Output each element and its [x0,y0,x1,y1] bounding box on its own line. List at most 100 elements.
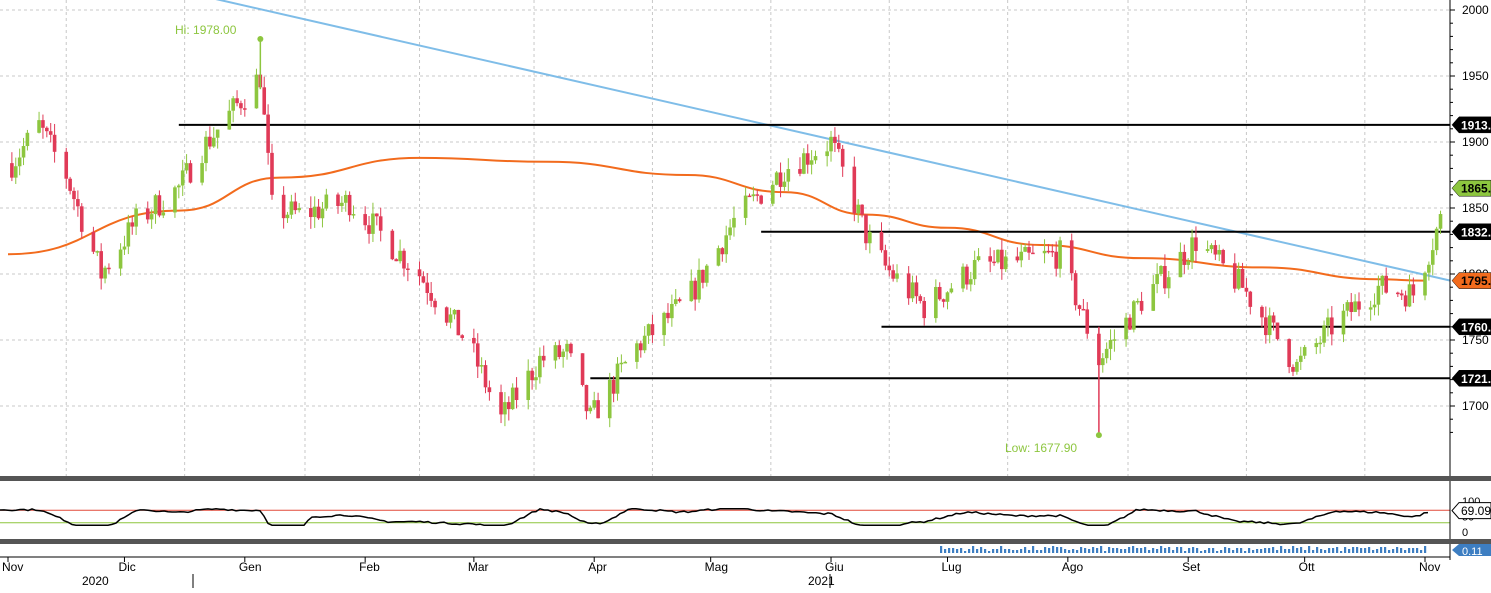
grid-lines [0,0,1450,476]
candle-body [1155,273,1159,285]
volume-bar [1288,549,1291,553]
month-label: Lug [941,560,961,574]
candle-body [895,273,899,279]
month-label: Nov [1419,560,1440,574]
moving-average-tag: 1795. [1461,274,1491,288]
volume-bar [1104,551,1107,553]
candle-body [755,194,760,196]
candle-body [510,387,515,410]
candle-body [188,163,193,183]
volume-bar [1136,548,1139,553]
candle-body [1000,249,1004,270]
candle-body [592,400,597,408]
volume-bar [1128,547,1131,553]
candle-body [553,345,558,361]
volume-bar [1284,549,1287,553]
volume-bar [1368,547,1371,553]
axis-tick-label: 1950 [1462,69,1489,83]
volume-bar [956,549,959,553]
volume-bar [1020,549,1023,553]
volume-bar [1256,549,1259,553]
candle-body [1267,315,1272,336]
candle-body [569,343,573,354]
volume-bar [1200,551,1203,553]
candle-body [1132,301,1136,330]
candle-body [809,160,814,165]
candle-body [243,108,247,110]
candle-body [751,194,756,197]
volume-bar [1028,550,1031,553]
candle-body [1221,250,1225,264]
volume-bar [1348,549,1351,553]
rsi-tag-bg [1451,502,1491,520]
volume-bar [1372,550,1375,553]
candle-body [941,299,946,302]
volume-bar [1344,547,1347,553]
volume-bar [1064,549,1067,553]
candle-body [227,110,232,130]
candle-body [1182,251,1187,265]
level-tag: 1721. [1461,372,1491,386]
candle-body [309,208,313,218]
volume-bar [1248,548,1251,553]
candle-body [343,194,348,203]
axis-tick-label: 1900 [1462,135,1489,149]
candle-body [798,169,802,174]
candle-body [906,273,911,299]
volume-bar [1360,548,1363,553]
candle-body [378,216,383,231]
volume-bar [940,546,943,553]
candle-body [611,379,616,394]
candle-body [864,214,868,244]
candle-body [433,300,437,308]
candle-body [607,379,612,419]
candle-body [1438,214,1443,229]
candle-body [122,246,127,250]
volume-bar [1088,549,1091,553]
candle-body [716,248,721,266]
candle-body [910,282,915,299]
candle-body [1287,339,1291,368]
rsi-tick-label: 0 [1462,527,1468,539]
candle-body [289,201,294,215]
candle-body [1023,247,1027,252]
candle-body [312,206,317,218]
volume-bar [1108,547,1111,553]
candle-body [638,343,643,351]
candle-body [949,288,954,293]
candle-body [1019,251,1024,261]
volume-bar [1252,550,1255,553]
candle-body [720,248,725,255]
candle-body [487,387,492,393]
moving-average-tag-bg [1451,272,1491,289]
candle-body [254,74,259,109]
candle-body [1240,268,1245,288]
volume-bar [1216,551,1219,553]
candle-body [394,259,399,262]
candle-body [173,187,177,213]
volume-bar [1308,546,1311,553]
candle-body [406,268,410,271]
candle-body [534,377,538,381]
level-tag-bg [1451,318,1491,336]
volume-bar [1236,548,1239,553]
candle-body [879,231,884,251]
volume-bar [1280,546,1283,553]
volume-bar [1240,548,1243,553]
candle-body [1050,250,1055,253]
candle-body [235,98,239,104]
candle-body [48,131,53,135]
candle-body [635,343,639,362]
candle-body [728,227,732,236]
candle-body [992,261,996,264]
panel-divider [0,539,1491,544]
candle-body [145,208,150,220]
candles [10,36,1443,439]
candle-body [336,194,340,206]
candle-body [320,208,325,219]
candle-body [72,190,76,200]
candle-body [1112,339,1117,341]
volume-bar [1292,546,1295,553]
candle-body [130,222,135,227]
